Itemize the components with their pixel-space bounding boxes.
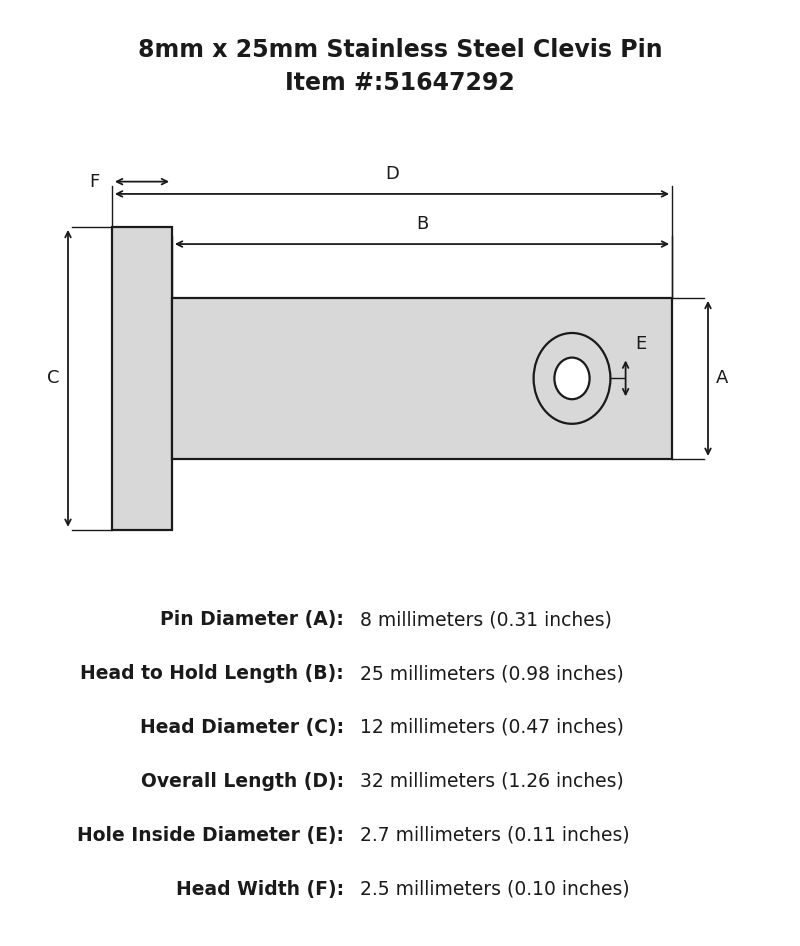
Bar — [172, 298, 672, 459]
Text: Overall Length (D):: Overall Length (D): — [141, 772, 344, 791]
Circle shape — [554, 358, 590, 399]
Text: Head to Hold Length (B):: Head to Hold Length (B): — [80, 664, 344, 683]
Text: 32 millimeters (1.26 inches): 32 millimeters (1.26 inches) — [360, 772, 624, 791]
Text: F: F — [89, 172, 99, 191]
Text: 12 millimeters (0.47 inches): 12 millimeters (0.47 inches) — [360, 718, 624, 737]
Text: 2.7 millimeters (0.11 inches): 2.7 millimeters (0.11 inches) — [360, 826, 630, 845]
Bar — [112, 227, 172, 530]
Text: E: E — [635, 335, 646, 353]
Text: C: C — [47, 369, 60, 388]
Text: 2.5 millimeters (0.10 inches): 2.5 millimeters (0.10 inches) — [360, 880, 630, 899]
Text: 25 millimeters (0.98 inches): 25 millimeters (0.98 inches) — [360, 664, 624, 683]
Text: 8mm x 25mm Stainless Steel Clevis Pin: 8mm x 25mm Stainless Steel Clevis Pin — [138, 38, 662, 61]
Text: B: B — [416, 215, 428, 233]
Text: A: A — [716, 369, 729, 388]
Text: Item #:51647292: Item #:51647292 — [285, 71, 515, 95]
Text: 8 millimeters (0.31 inches): 8 millimeters (0.31 inches) — [360, 610, 612, 629]
Text: Hole Inside Diameter (E):: Hole Inside Diameter (E): — [77, 826, 344, 845]
Text: Head Diameter (C):: Head Diameter (C): — [140, 718, 344, 737]
Circle shape — [534, 333, 610, 424]
Text: D: D — [385, 165, 399, 183]
Text: Head Width (F):: Head Width (F): — [176, 880, 344, 899]
Text: Pin Diameter (A):: Pin Diameter (A): — [160, 610, 344, 629]
